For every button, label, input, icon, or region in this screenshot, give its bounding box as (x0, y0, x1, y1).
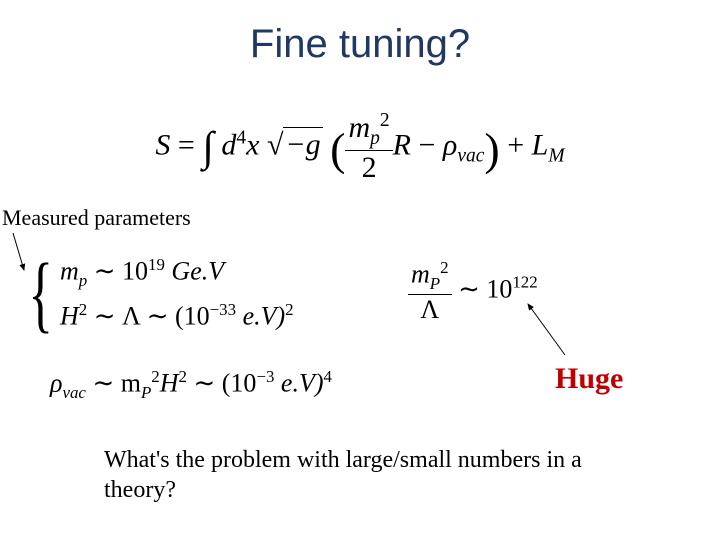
huge-label: Huge (555, 362, 623, 396)
question-text: What's the problem with large/small numb… (104, 445, 634, 505)
slide: Fine tuning? S = ∫ d4x √−g (mp22R − ρvac… (0, 0, 720, 540)
